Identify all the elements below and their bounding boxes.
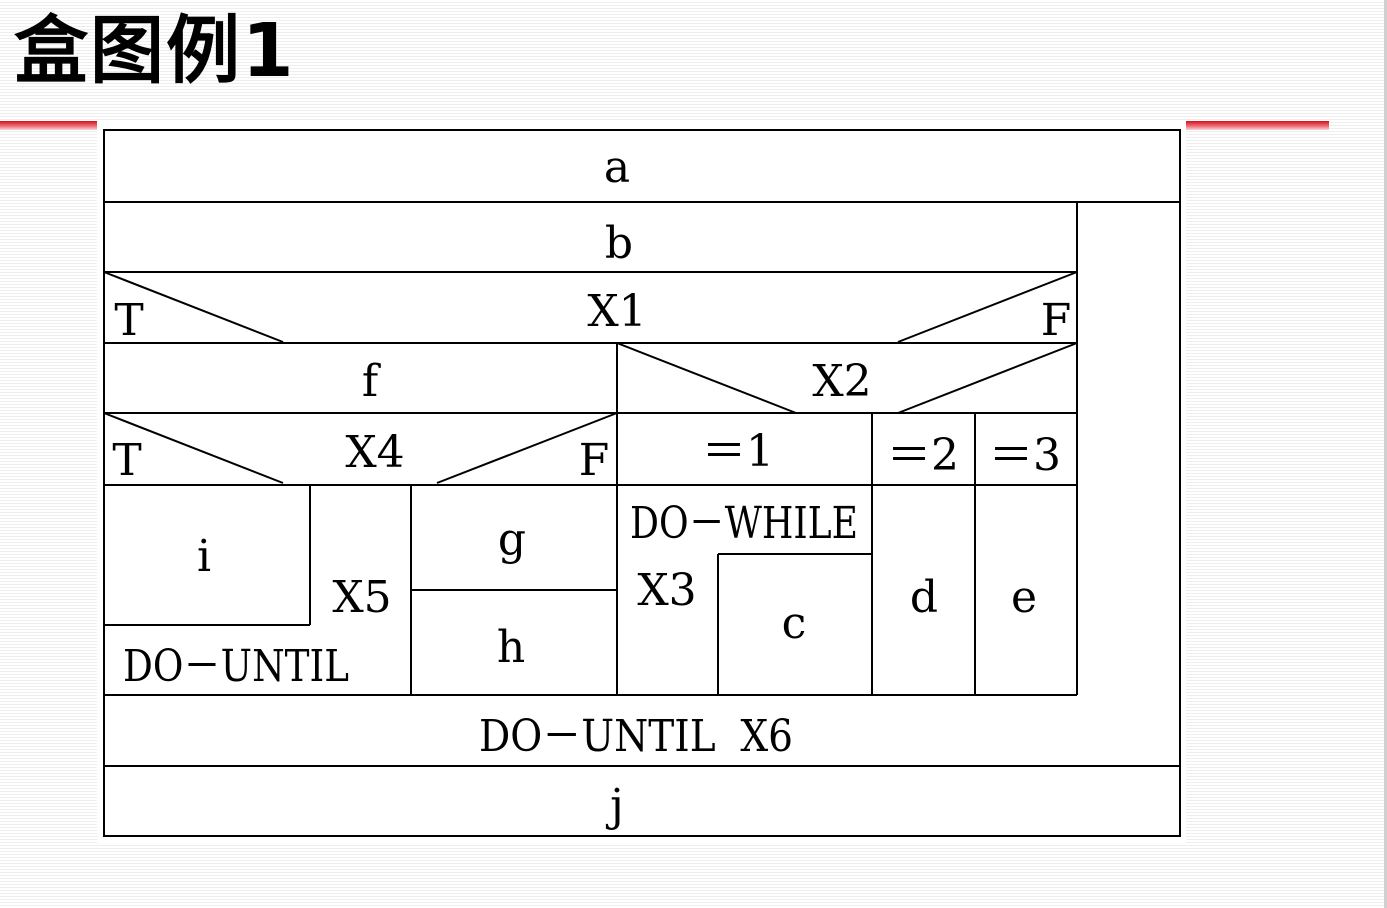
label-x4-true: T	[112, 435, 141, 486]
label-case-1: ＝1	[702, 426, 774, 477]
label-case-3: ＝3	[989, 430, 1061, 481]
label-f: f	[362, 356, 381, 407]
x2-diagonal-left	[616, 342, 797, 414]
label-x5: X5	[332, 572, 391, 623]
label-do-while: DO－WHILE	[630, 498, 858, 549]
label-g: g	[498, 514, 526, 565]
x1-diagonal-left	[103, 271, 284, 343]
label-b: b	[605, 218, 633, 269]
label-x2: X2	[812, 356, 871, 407]
label-do-until-x6: DO－UNTIL X6	[479, 711, 793, 762]
label-c: c	[782, 598, 807, 649]
label-h: h	[497, 622, 525, 673]
outer-box	[103, 129, 1181, 837]
label-x1-true: T	[114, 295, 143, 346]
label-case-2: ＝2	[887, 430, 959, 481]
label-e: e	[1011, 572, 1037, 623]
title-rule-left	[0, 121, 98, 130]
label-x3: X3	[637, 565, 696, 616]
label-x1: X1	[587, 286, 646, 337]
slide-title: 盒图例1	[14, 8, 296, 94]
x1-diagonal-right	[897, 271, 1078, 343]
label-j: j	[605, 780, 624, 831]
label-a: a	[604, 142, 630, 193]
right-edge-line	[1384, 0, 1387, 908]
label-i: i	[197, 531, 211, 582]
label-x1-false: F	[1041, 295, 1072, 346]
label-do-until-x5: DO－UNTIL	[123, 641, 349, 692]
label-x4-false: F	[579, 435, 610, 486]
label-x4: X4	[345, 427, 404, 478]
x2-diagonal-right	[897, 342, 1078, 414]
diagram-background	[97, 121, 1186, 845]
diagram-lines	[103, 129, 1181, 837]
x4-diagonal-right	[436, 412, 618, 484]
diagram-labels: a b X1 T F f X2 X4 T F ＝1 ＝2 ＝3 i X5 DO－…	[112, 142, 1071, 831]
x4-diagonal-left	[103, 412, 284, 484]
title-rule-right	[1186, 121, 1329, 130]
label-d: d	[910, 572, 938, 623]
